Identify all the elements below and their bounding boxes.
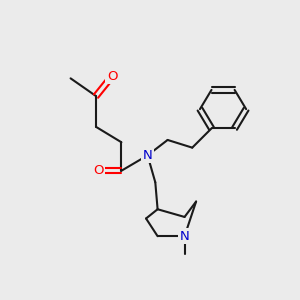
Text: N: N <box>143 149 152 162</box>
Text: N: N <box>180 230 189 243</box>
Text: O: O <box>107 70 117 83</box>
Text: O: O <box>93 164 104 177</box>
